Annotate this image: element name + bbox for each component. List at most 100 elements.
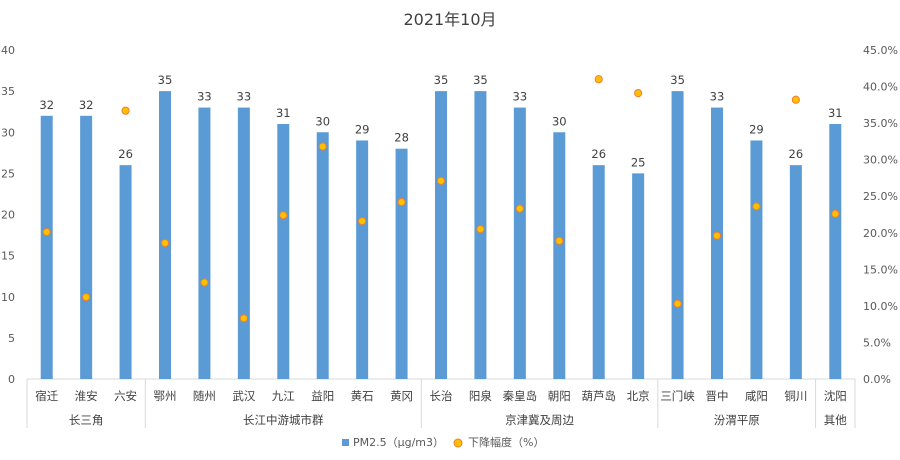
legend-swatch-pm25 [342,439,349,446]
bar-value-label: 33 [710,90,725,104]
y-right-tick-label: 45.0% [863,44,898,57]
bar-value-label: 35 [434,73,449,87]
group-label: 长江中游城市群 [243,413,324,427]
bar [277,124,290,380]
y-left-tick-label: 40 [1,44,15,57]
bar [435,91,447,379]
category-label: 随州 [193,389,216,403]
dot [634,89,643,98]
dot [239,314,248,323]
dot-series [42,75,840,323]
category-label: 咸阳 [745,389,768,403]
dot [318,142,327,151]
y-right-tick-label: 20.0% [863,227,898,240]
legend-swatch-decline [453,438,463,448]
dot [515,204,524,213]
bar [316,132,329,379]
category-label: 六安 [114,389,137,403]
category-label: 黄石 [351,389,374,403]
bar-value-label: 26 [118,147,133,161]
bar-value-label: 25 [631,155,646,169]
bar [237,107,250,379]
y-left-tick-label: 15 [1,250,15,263]
y-left-tick-label: 20 [1,209,15,222]
category-label: 秦皇岛 [503,389,538,403]
bar [632,173,645,379]
dot [160,238,170,248]
dot [42,227,51,237]
dot [397,197,406,207]
bar-value-label: 29 [749,122,764,136]
bar-value-label: 30 [552,114,567,128]
dot [594,75,603,84]
bar-value-label: 28 [394,131,409,145]
dot [712,231,722,240]
bar-value-label: 26 [591,147,606,161]
bar [395,148,408,379]
dot [752,202,761,211]
group-label: 汾渭平原 [714,413,760,427]
dot [279,211,288,220]
y-right-tick-label: 30.0% [863,154,898,167]
dot [831,209,840,218]
dot [555,236,564,245]
category-label: 宿迁 [35,389,58,403]
y-right-tick-label: 10.0% [863,300,898,313]
bar-value-label: 31 [828,106,843,120]
category-label: 长治 [430,389,453,403]
dot [82,293,91,302]
group-label: 其他 [824,413,847,427]
y-right-tick-label: 0.0% [863,373,891,386]
bar-value-label: 33 [513,90,528,104]
category-label: 沈阳 [824,389,847,403]
bar-value-label: 32 [79,98,94,112]
category-label: 黄冈 [390,389,413,403]
category-label: 铜川 [784,389,807,403]
dot [476,225,485,234]
bar [159,91,171,379]
legend-label-pm25: PM2.5（μg/m3） [353,436,444,449]
category-label: 葫芦岛 [581,389,616,403]
axes: 0 5 10 15 20 25 30 35 40 0.0% 5.0% 10.0% 15.0% 20.0% 2… [1,44,898,428]
category-labels: 长三角 长江中游城市群 京津冀及周边 汾渭平原 其他 宿迁 淮安 六安 鄂州 随州 武汉 九江 益阳 黄石… [35,389,847,427]
category-label: 益阳 [311,389,334,403]
bar-value-label: 29 [355,122,370,136]
bar [198,107,211,379]
bar [592,165,605,379]
y-left-tick-label: 35 [1,85,15,98]
bar [119,165,132,379]
y-left-tick-label: 10 [1,291,15,304]
group-label: 长三角 [69,413,104,427]
y-right-tick-label: 40.0% [863,81,898,94]
bar-value-label: 35 [473,73,488,87]
y-left-tick-label: 25 [1,167,15,180]
bar [513,107,526,379]
y-left-tick-label: 0 [8,373,15,386]
bar-value-label: 35 [670,73,685,87]
y-left-tick-label: 5 [8,332,15,345]
bar [829,124,842,380]
category-label: 淮安 [75,389,98,403]
bar [711,107,723,379]
bar-value-label: 33 [237,90,252,104]
bar-value-label: 26 [789,147,804,161]
bar [474,91,487,379]
dot [121,106,130,115]
category-label: 阳泉 [469,389,492,403]
category-label: 鄂州 [154,389,177,403]
bar [671,91,684,379]
bar-value-labels: 32 32 26 35 33 33 31 30 29 28 35 35 33 30 26 25 35 33 29 26… [39,73,842,169]
category-label: 朝阳 [548,389,571,403]
chart-title: 2021年10月 [403,10,496,29]
bar-value-label: 32 [39,98,54,112]
dot [358,216,367,226]
bar [553,132,566,379]
dot [791,95,800,104]
category-label: 北京 [627,389,650,403]
legend-label-decline: 下降幅度（%） [468,435,544,449]
bar [356,140,369,379]
bar [80,115,93,380]
y-right-tick-label: 25.0% [863,190,898,203]
